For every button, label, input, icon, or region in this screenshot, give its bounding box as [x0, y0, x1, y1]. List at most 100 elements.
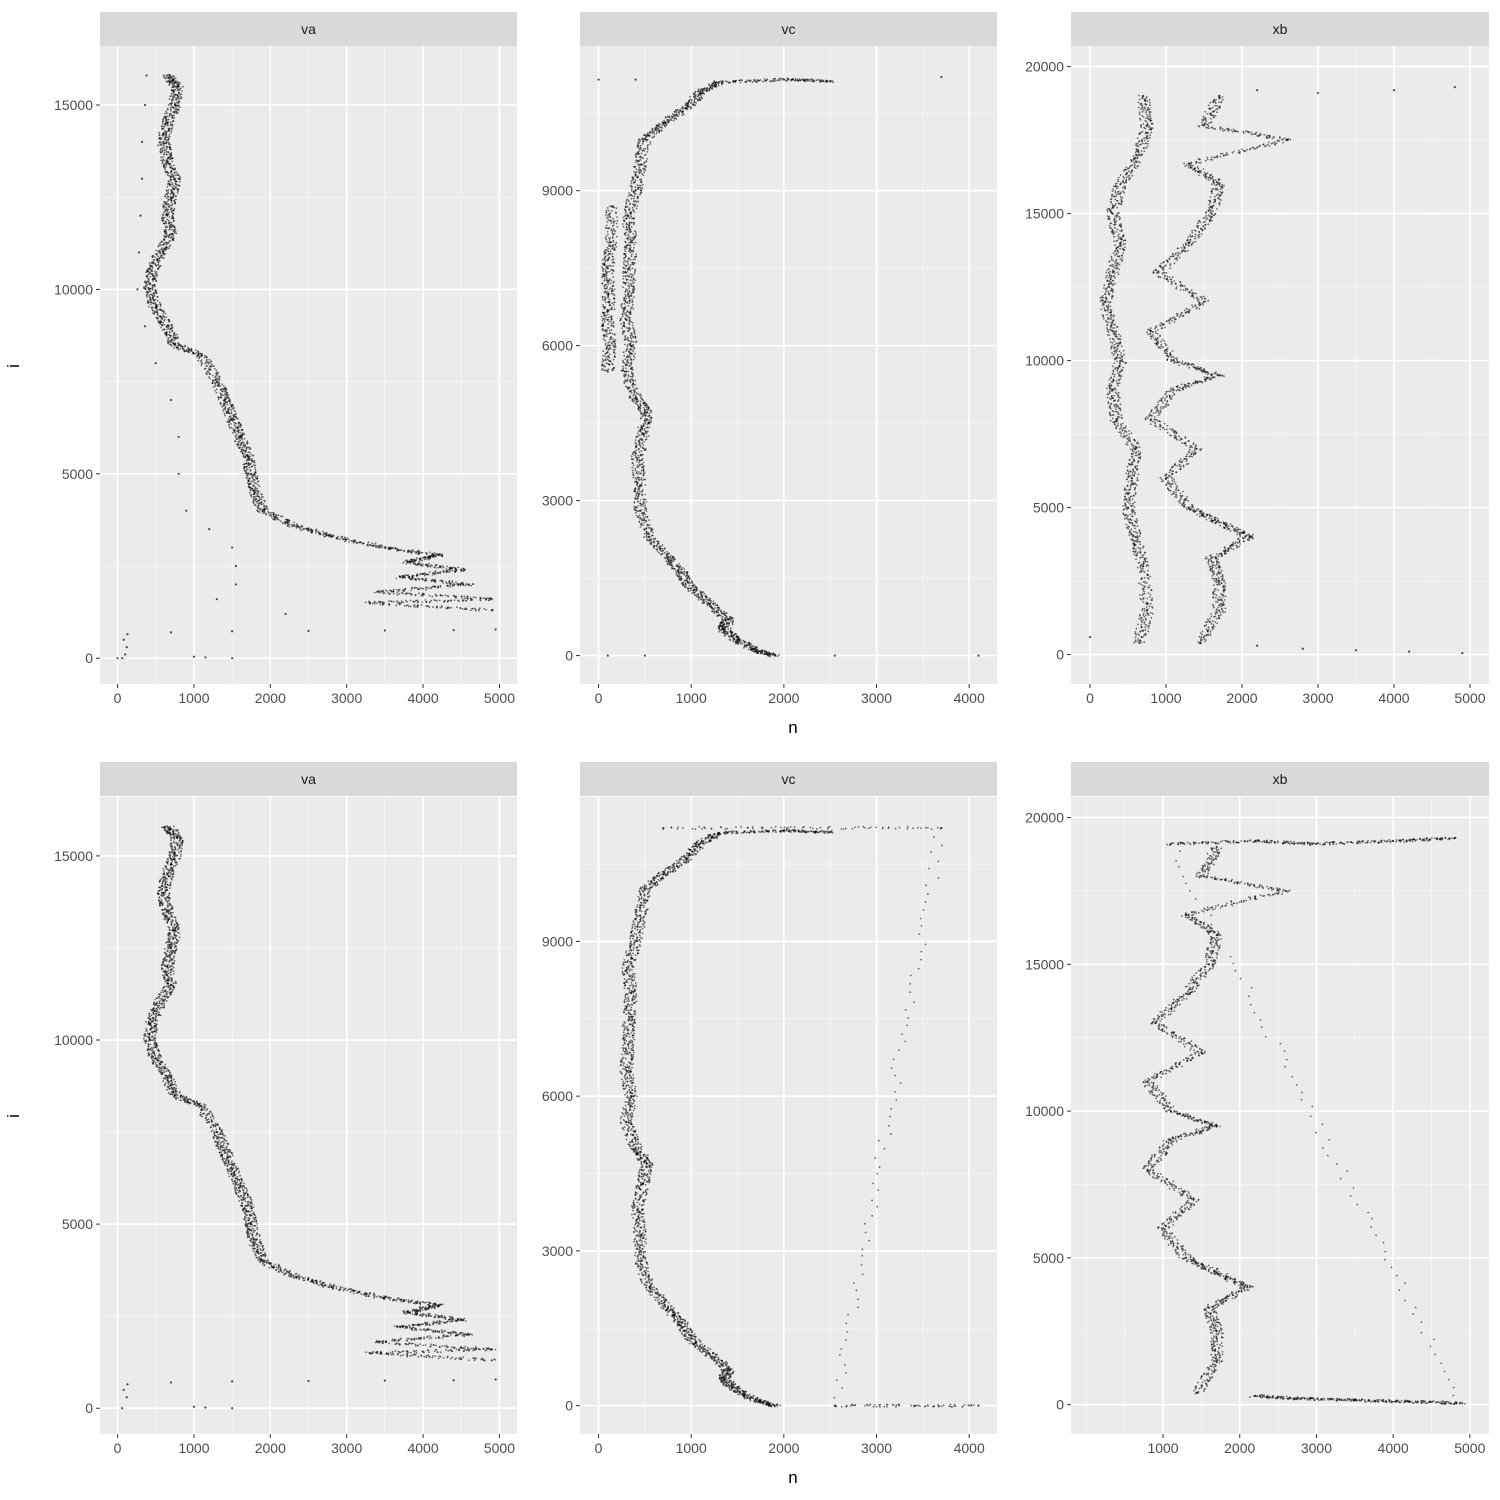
data-point	[167, 192, 169, 195]
data-point	[650, 421, 653, 423]
data-point	[411, 587, 413, 589]
data-point	[220, 396, 222, 399]
data-point	[673, 113, 676, 116]
data-point	[627, 261, 629, 263]
data-point	[262, 512, 264, 514]
data-point	[417, 553, 419, 555]
data-point	[168, 328, 171, 330]
data-point	[143, 325, 147, 328]
data-point	[158, 131, 161, 134]
data-point	[680, 582, 683, 585]
data-point	[171, 117, 173, 119]
data-point	[645, 535, 648, 538]
data-point	[772, 652, 775, 655]
data-point	[460, 595, 463, 598]
data-point	[222, 385, 225, 387]
data-point	[165, 165, 167, 168]
data-point	[646, 158, 649, 160]
data-point	[162, 257, 165, 259]
data-point	[407, 560, 409, 563]
data-point	[434, 593, 437, 596]
data-point	[630, 197, 633, 200]
data-point	[428, 562, 430, 565]
data-point	[456, 606, 458, 608]
data-point	[728, 616, 731, 618]
data-point	[266, 508, 269, 511]
data-point	[177, 109, 180, 112]
data-point	[432, 606, 434, 608]
data-point	[612, 338, 615, 340]
data-point	[243, 467, 246, 470]
data-point	[170, 92, 173, 95]
data-point	[638, 153, 641, 155]
data-point	[643, 441, 646, 443]
data-point	[170, 226, 173, 229]
data-point	[697, 599, 700, 601]
data-point	[639, 499, 642, 501]
data-point	[647, 526, 650, 529]
data-point	[165, 228, 168, 231]
data-point	[431, 573, 434, 576]
data-point	[625, 201, 628, 204]
data-point	[236, 427, 239, 430]
data-point	[389, 547, 392, 550]
data-point	[198, 357, 201, 360]
data-point	[410, 552, 413, 554]
data-point	[629, 202, 632, 205]
data-point	[162, 207, 165, 209]
data-point	[761, 649, 764, 651]
data-point	[169, 144, 172, 146]
data-point	[426, 553, 428, 556]
data-point	[613, 366, 615, 369]
data-point	[164, 138, 167, 141]
data-point	[418, 592, 420, 594]
data-point	[152, 278, 155, 281]
data-point	[234, 564, 238, 568]
data-point	[643, 478, 646, 481]
data-point	[171, 127, 173, 130]
data-point	[636, 432, 639, 435]
data-point	[167, 236, 170, 239]
data-point	[642, 498, 645, 500]
data-point	[648, 532, 650, 534]
data-point	[166, 81, 169, 83]
data-point	[712, 602, 714, 605]
data-point	[439, 584, 442, 587]
data-point	[388, 603, 391, 605]
data-point	[690, 100, 693, 103]
data-point	[166, 74, 169, 77]
data-point	[168, 325, 170, 327]
data-point	[156, 311, 159, 314]
data-point	[424, 557, 426, 559]
data-point	[187, 346, 189, 349]
data-point	[658, 122, 661, 125]
data-point	[628, 290, 631, 292]
data-point	[426, 565, 429, 568]
data-point	[639, 189, 642, 192]
data-point	[273, 517, 276, 519]
data-point	[628, 379, 631, 382]
data-point	[634, 333, 636, 335]
data-point	[771, 654, 774, 656]
data-point	[756, 650, 759, 653]
data-point	[408, 550, 411, 553]
data-point	[639, 437, 642, 440]
data-point	[163, 316, 166, 318]
data-point	[650, 419, 652, 421]
data-point	[438, 566, 440, 569]
data-point	[631, 399, 634, 402]
data-point	[655, 132, 658, 135]
data-point	[153, 294, 156, 296]
data-point	[170, 344, 173, 347]
data-point	[155, 289, 157, 291]
data-point	[449, 570, 452, 572]
data-point	[170, 204, 173, 207]
data-point	[644, 505, 647, 507]
data-point	[434, 573, 437, 576]
data-point	[174, 187, 177, 189]
data-point	[200, 354, 203, 357]
data-point	[628, 226, 631, 229]
data-point	[730, 634, 733, 636]
data-point	[675, 573, 678, 576]
data-point	[145, 282, 147, 284]
